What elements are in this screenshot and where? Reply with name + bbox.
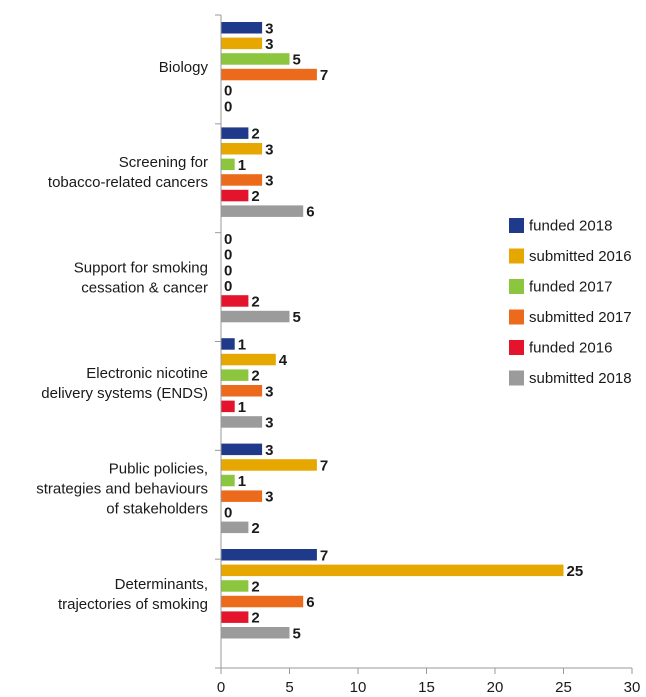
category-labels: Biology Screening for tobacco-related canc… bbox=[36, 59, 208, 613]
bar bbox=[221, 68, 317, 81]
value-label: 3 bbox=[265, 141, 273, 158]
category-label: Biology bbox=[159, 59, 209, 76]
bar bbox=[221, 385, 263, 397]
legend-swatch bbox=[509, 218, 524, 233]
bar bbox=[221, 595, 304, 608]
value-label: 0 bbox=[224, 262, 232, 279]
bar bbox=[221, 549, 317, 561]
value-label: 2 bbox=[251, 188, 259, 205]
value-label: 6 bbox=[306, 204, 314, 221]
bar bbox=[221, 127, 249, 139]
value-label: 5 bbox=[293, 309, 301, 326]
bar bbox=[221, 400, 235, 413]
value-label: 2 bbox=[251, 293, 259, 310]
legend-swatch bbox=[509, 248, 524, 264]
bar bbox=[221, 338, 235, 350]
bar bbox=[221, 490, 263, 502]
value-label: 0 bbox=[224, 247, 232, 264]
bar bbox=[221, 189, 249, 202]
bar bbox=[221, 158, 235, 171]
legend-label: submitted 2018 bbox=[529, 370, 632, 387]
bar bbox=[221, 53, 290, 65]
value-label: 3 bbox=[265, 442, 273, 459]
value-label: 3 bbox=[265, 20, 273, 37]
bar bbox=[221, 205, 304, 217]
value-label: 4 bbox=[279, 352, 288, 369]
value-label: 0 bbox=[224, 231, 232, 248]
bar bbox=[221, 521, 249, 534]
value-label: 0 bbox=[224, 83, 232, 100]
value-label: 3 bbox=[265, 383, 273, 400]
value-label: 1 bbox=[238, 399, 246, 416]
value-label: 7 bbox=[320, 67, 328, 84]
legend-swatch bbox=[509, 370, 524, 386]
bar bbox=[221, 143, 263, 155]
bar bbox=[221, 174, 263, 186]
value-label: 3 bbox=[265, 414, 273, 431]
bar bbox=[221, 416, 263, 428]
x-tick-label: 10 bbox=[350, 679, 367, 696]
value-label: 25 bbox=[567, 563, 584, 580]
bar bbox=[221, 443, 263, 456]
x-tick-label: 5 bbox=[285, 679, 293, 696]
value-label: 2 bbox=[251, 368, 259, 385]
bar bbox=[221, 310, 290, 323]
legend-label: funded 2017 bbox=[529, 279, 612, 296]
bar bbox=[221, 295, 249, 307]
value-label: 2 bbox=[251, 578, 259, 595]
legend-label: submitted 2017 bbox=[529, 309, 632, 326]
x-tick-label: 15 bbox=[418, 679, 435, 696]
value-label: 3 bbox=[265, 36, 273, 53]
bar bbox=[221, 580, 249, 592]
bar bbox=[221, 369, 249, 381]
value-label: 1 bbox=[238, 336, 246, 353]
bar bbox=[221, 474, 235, 487]
value-label: 5 bbox=[293, 51, 301, 68]
bar bbox=[221, 353, 276, 366]
value-label: 7 bbox=[320, 547, 328, 564]
value-label: 3 bbox=[265, 172, 273, 189]
value-label: 1 bbox=[238, 157, 246, 174]
value-label: 2 bbox=[251, 520, 259, 537]
legend-label: funded 2018 bbox=[529, 218, 612, 235]
x-tick-label: 20 bbox=[487, 679, 504, 696]
axes: 0 5 10 15 20 25 30 bbox=[215, 14, 641, 696]
bar bbox=[221, 564, 564, 577]
value-label: 0 bbox=[224, 98, 232, 115]
bar bbox=[221, 37, 263, 50]
category-label: Support for smoking cessation & cancer bbox=[74, 260, 208, 297]
bar bbox=[221, 627, 290, 639]
category-label: Screening for tobacco-related cancers bbox=[48, 154, 208, 191]
category-label: Electronic nicotine delivery systems (END… bbox=[41, 365, 208, 402]
x-tick-label: 25 bbox=[555, 679, 572, 696]
legend-label: submitted 2016 bbox=[529, 248, 632, 265]
legend-swatch bbox=[509, 279, 524, 294]
bar bbox=[221, 22, 263, 34]
legend-swatch bbox=[509, 309, 524, 325]
value-label: 6 bbox=[306, 594, 314, 611]
bars-group bbox=[221, 22, 564, 639]
x-tick-label: 30 bbox=[624, 679, 641, 696]
value-label: 1 bbox=[238, 473, 246, 490]
x-tick-label: 0 bbox=[217, 679, 225, 696]
value-label: 7 bbox=[320, 457, 328, 474]
legend-swatch bbox=[509, 340, 524, 355]
category-label: Public policies, strategies and behaviour… bbox=[36, 460, 208, 517]
value-label: 2 bbox=[251, 610, 259, 627]
legend-label: funded 2016 bbox=[529, 340, 612, 357]
legend: funded 2018 submitted 2016 funded 2017 subm… bbox=[509, 218, 632, 387]
bar bbox=[221, 611, 249, 623]
value-label: 5 bbox=[293, 625, 301, 642]
value-label: 3 bbox=[265, 489, 273, 506]
value-label: 0 bbox=[224, 278, 232, 295]
category-label: Determinants, trajectories of smoking bbox=[58, 576, 208, 613]
bar bbox=[221, 459, 317, 471]
value-label: 2 bbox=[251, 126, 259, 143]
value-label: 0 bbox=[224, 504, 232, 521]
